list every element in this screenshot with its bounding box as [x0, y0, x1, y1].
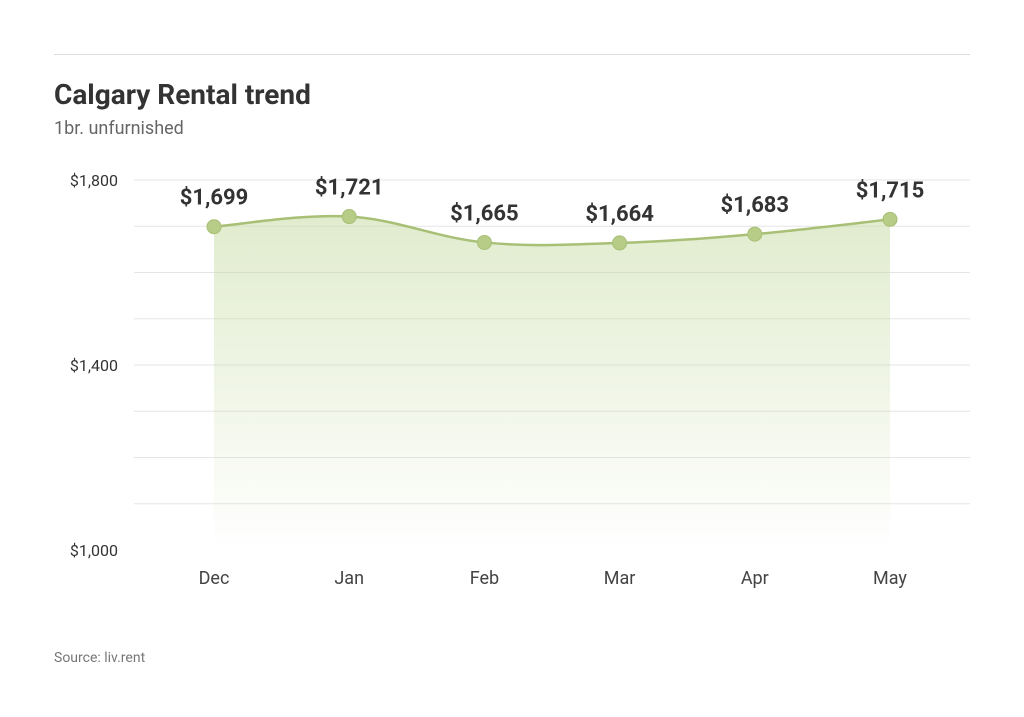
chart-svg: $1,699 $1,721 $1,665 $1,664 $1,683 $1,715 $1,0…: [54, 170, 970, 610]
chart-container: Calgary Rental trend 1br. unfurnished $1…: [0, 0, 1024, 717]
x-tick-label: Apr: [741, 568, 769, 589]
value-label: $1,665: [450, 201, 519, 226]
data-point: [883, 212, 897, 226]
data-point: [748, 227, 762, 241]
y-tick-label: $1,800: [70, 171, 118, 190]
data-point: [477, 235, 491, 249]
data-point: [613, 236, 627, 250]
chart-subtitle: 1br. unfurnished: [54, 118, 184, 139]
y-tick-label: $1,000: [70, 541, 118, 560]
chart-plot: $1,699 $1,721 $1,665 $1,664 $1,683 $1,715 $1,0…: [54, 170, 970, 610]
value-label: $1,664: [585, 202, 654, 227]
value-label: $1,683: [721, 193, 790, 218]
value-label: $1,721: [315, 176, 384, 201]
chart-title: Calgary Rental trend: [54, 78, 311, 111]
x-tick-label: May: [873, 568, 907, 589]
data-point: [207, 220, 221, 234]
x-axis-labels: Dec Jan Feb Mar Apr May: [199, 568, 908, 589]
x-tick-label: Dec: [199, 568, 230, 589]
x-tick-label: Jan: [334, 568, 364, 589]
data-point: [342, 210, 356, 224]
y-tick-label: $1,400: [70, 356, 118, 375]
chart-source: Source: liv.rent: [54, 650, 145, 666]
x-tick-label: Mar: [604, 568, 636, 589]
top-divider: [54, 54, 970, 55]
value-label: $1,715: [856, 178, 925, 203]
series-area: [214, 216, 890, 550]
x-tick-label: Feb: [470, 568, 499, 589]
y-axis-labels: $1,000 $1,400 $1,800: [70, 171, 118, 560]
value-label: $1,699: [180, 186, 249, 211]
